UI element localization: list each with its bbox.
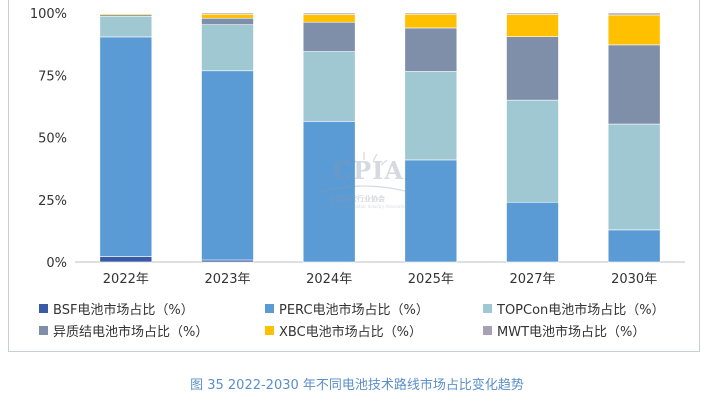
x-tick-label: 2030年	[611, 272, 657, 287]
bar-segment	[404, 13, 458, 29]
legend-label: MWT电池市场占比（%）	[497, 325, 646, 340]
bar-segment	[506, 201, 559, 263]
bar-segment	[404, 27, 458, 72]
chart-frame: 0% 25% 50% 75% 100% 2022年 2023年 2024年 2025年 2027…	[8, 0, 700, 352]
bar-segment	[302, 14, 356, 23]
bar-segment	[99, 36, 153, 257]
legend-swatch	[265, 304, 274, 313]
x-tick-label: 2027年	[509, 272, 555, 287]
bar-segment	[506, 99, 559, 203]
bar-segment	[607, 229, 661, 263]
bar-segment	[404, 71, 458, 161]
watermark-main: CPIA	[333, 156, 404, 185]
legend-swatch	[483, 304, 492, 313]
legend-item: XBC电池市场占比（%）	[265, 321, 422, 340]
bar-stack	[404, 12, 458, 263]
legend-label: XBC电池市场占比（%）	[279, 325, 423, 340]
cpia-watermark: CPIA 中国光伏行业协会 China Photovoltaic Industr…	[309, 148, 419, 218]
x-tick-label: 2024年	[306, 272, 352, 287]
bar-segment	[201, 12, 254, 15]
y-tick-label: 50%	[38, 132, 67, 147]
bar-segment	[302, 21, 356, 52]
legend-label: TOPCon电池市场占比（%）	[497, 303, 665, 318]
bars	[99, 12, 661, 263]
bar-segment	[404, 12, 458, 15]
y-tick-label: 100%	[30, 7, 67, 22]
watermark-sub-en: China Photovoltaic Industry Association	[329, 204, 409, 209]
bar-stack	[201, 12, 254, 263]
bar-segment	[201, 17, 254, 26]
bar-stack	[99, 12, 153, 263]
y-axis: 0% 25% 50% 75% 100%	[30, 7, 67, 271]
watermark-sub: 中国光伏行业协会 China Photovoltaic Industry Ass…	[329, 194, 408, 209]
stacked-bar-chart: 0% 25% 50% 75% 100% 2022年 2023年 2024年 2025年 2027…	[30, 7, 685, 287]
bar-segment	[201, 70, 254, 261]
legend-label: 异质结电池市场占比（%）	[53, 325, 209, 340]
legend-swatch	[39, 304, 48, 313]
legend-item: MWT电池市场占比（%）	[483, 321, 645, 340]
bar-segment	[607, 44, 661, 125]
bar-segment	[99, 15, 153, 38]
figure-caption: 图 35 2022-2030 年不同电池技术路线市场占比变化趋势	[190, 378, 524, 393]
bar-segment	[506, 14, 559, 37]
y-tick-label: 0%	[46, 256, 67, 271]
legend-swatch	[39, 326, 48, 335]
bar-segment	[506, 12, 559, 15]
bar-segment	[607, 123, 661, 231]
y-tick-label: 25%	[38, 194, 67, 209]
bar-stack	[506, 12, 559, 263]
legend-swatch	[265, 326, 274, 335]
bar-segment	[201, 24, 254, 72]
x-tick-label: 2023年	[204, 272, 250, 287]
y-tick-label: 75%	[38, 69, 67, 84]
bar-segment	[302, 121, 356, 263]
legend-item: TOPCon电池市场占比（%）	[483, 299, 665, 318]
sun-rays-icon	[318, 152, 410, 193]
bar-segment	[607, 12, 661, 16]
legend-item: PERC电池市场占比（%）	[265, 299, 429, 318]
bar-segment	[506, 36, 559, 101]
legend-item: BSF电池市场占比（%）	[39, 299, 194, 318]
bar-segment	[302, 51, 356, 122]
bar-stack	[607, 12, 661, 263]
bar-segment	[302, 12, 356, 15]
bar-segment	[201, 13, 254, 19]
legend-item: 异质结电池市场占比（%）	[39, 321, 208, 340]
x-tick-label: 2025年	[408, 272, 454, 287]
bar-segment	[607, 14, 661, 46]
x-axis: 2022年 2023年 2024年 2025年 2027年 2030年	[103, 272, 657, 287]
legend-swatch	[483, 326, 492, 335]
bar-segment	[99, 256, 153, 263]
x-tick-label: 2022年	[103, 272, 149, 287]
legend-label: BSF电池市场占比（%）	[53, 303, 194, 318]
bar-stack	[302, 12, 356, 263]
watermark-sub-cn: 中国光伏行业协会	[329, 195, 385, 203]
legend-label: PERC电池市场占比（%）	[279, 303, 429, 318]
